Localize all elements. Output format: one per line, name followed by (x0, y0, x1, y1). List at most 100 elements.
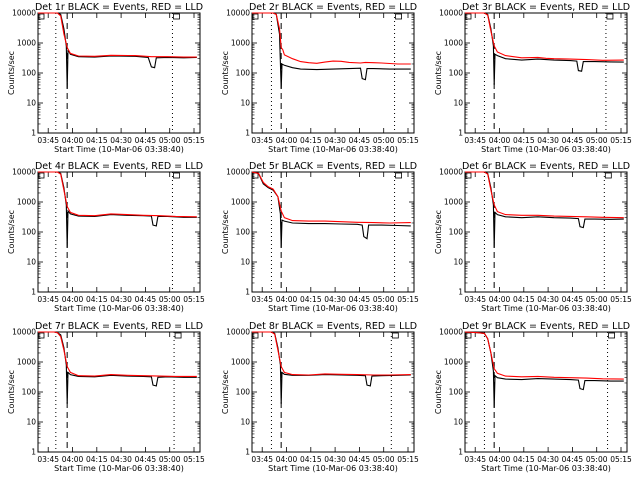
x-tick-label: 04:15 (513, 295, 535, 304)
chart-title: Det 8r BLACK = Events, RED = LLD (249, 321, 417, 332)
chart-title: Det 1r BLACK = Events, RED = LLD (35, 2, 203, 13)
x-axis-label: Start Time (10-Mar-06 03:38:40) (268, 145, 398, 154)
x-tick-label: 03:45 (37, 136, 59, 145)
plot-frame (464, 171, 628, 293)
chart-panel-8: Det 8r BLACK = Events, RED = LLD 1 10 100 10… (221, 321, 419, 473)
x-tick-label: 04:00 (489, 136, 511, 145)
corner-marker-left (38, 172, 45, 179)
corner-marker-left (252, 172, 259, 179)
x-tick-label: 04:30 (324, 136, 346, 145)
x-tick-label: 04:45 (562, 295, 584, 304)
y-tick-label: 1000 (231, 39, 250, 48)
x-tick-label: 04:00 (276, 455, 298, 464)
chart-title: Det 6r BLACK = Events, RED = LLD (462, 161, 630, 172)
y-tick-label: 10 (26, 418, 36, 427)
y-tick-label: 100 (449, 388, 464, 397)
plot-frame (251, 12, 415, 134)
corner-marker-right (604, 172, 612, 179)
series-lld-line (465, 12, 624, 61)
x-tick-label: 05:15 (610, 295, 632, 304)
x-axis-label: Start Time (10-Mar-06 03:38:40) (268, 464, 398, 473)
y-tick-label: 1000 (444, 39, 463, 48)
x-tick-label: 03:45 (37, 455, 59, 464)
plot-frame (37, 171, 201, 293)
y-axis-label: Counts/sec (221, 51, 230, 95)
chart-title: Det 4r BLACK = Events, RED = LLD (35, 161, 203, 172)
x-tick-label: 04:30 (324, 295, 346, 304)
chart-panel-2: Det 2r BLACK = Events, RED = LLD 1 10 100 10… (221, 2, 419, 154)
series-lld-line (38, 331, 197, 377)
series-events-line (465, 171, 624, 248)
y-tick-label: 10000 (439, 168, 463, 177)
y-tick-label: 10000 (12, 328, 36, 337)
y-tick-label: 10000 (226, 328, 250, 337)
y-tick-label: 10 (453, 258, 463, 267)
y-axis-label: Counts/sec (7, 51, 16, 95)
x-tick-label: 04:15 (300, 136, 322, 145)
y-axis-label: Counts/sec (434, 51, 443, 95)
y-tick-label: 10000 (12, 9, 36, 18)
x-tick-label: 04:30 (110, 295, 132, 304)
x-tick-label: 03:45 (37, 295, 59, 304)
x-tick-label: 04:45 (562, 136, 584, 145)
x-tick-label: 04:45 (135, 455, 157, 464)
series-events-line (38, 171, 197, 248)
series-events-line (252, 12, 411, 89)
y-tick-label: 100 (449, 228, 464, 237)
x-tick-label: 04:45 (135, 136, 157, 145)
chart-title: Det 7r BLACK = Events, RED = LLD (35, 321, 203, 332)
series-events-line (251, 171, 411, 248)
x-tick-label: 04:45 (349, 136, 371, 145)
chart-panel-4: Det 4r BLACK = Events, RED = LLD 1 10 100 10… (7, 161, 205, 313)
y-tick-label: 1000 (444, 198, 463, 207)
x-tick-label: 05:00 (586, 136, 608, 145)
x-tick-label: 05:15 (610, 455, 632, 464)
x-tick-label: 04:30 (537, 455, 559, 464)
corner-marker-right (608, 332, 615, 339)
chart-panel-6: Det 6r BLACK = Events, RED = LLD 1 10 100 10… (434, 161, 632, 313)
chart-panel-3: Det 3r BLACK = Events, RED = LLD 1 10 100 10… (434, 2, 632, 154)
plot-frame (37, 331, 201, 453)
y-tick-label: 10000 (12, 168, 36, 177)
x-tick-label: 04:30 (110, 136, 132, 145)
y-tick-label: 10000 (439, 9, 463, 18)
y-tick-label: 100 (449, 69, 464, 78)
x-tick-label: 04:45 (135, 295, 157, 304)
x-tick-label: 04:30 (110, 455, 132, 464)
chart-title: Det 9r BLACK = Events, RED = LLD (462, 321, 630, 332)
corner-marker-right (173, 172, 180, 179)
x-axis-label: Start Time (10-Mar-06 03:38:40) (481, 304, 611, 313)
x-tick-label: 04:00 (62, 455, 84, 464)
series-lld-line (252, 12, 411, 65)
x-axis-label: Start Time (10-Mar-06 03:38:40) (54, 145, 184, 154)
corner-marker-left (465, 13, 472, 20)
plot-frame (464, 331, 628, 453)
x-tick-label: 05:15 (397, 455, 419, 464)
x-tick-label: 05:15 (183, 136, 205, 145)
x-tick-label: 04:15 (513, 136, 535, 145)
x-tick-label: 05:00 (159, 295, 181, 304)
series-lld-line (251, 171, 411, 224)
y-tick-label: 1000 (17, 39, 36, 48)
corner-marker-left (465, 172, 472, 179)
x-axis-label: Start Time (10-Mar-06 03:38:40) (268, 304, 398, 313)
corner-marker-left (38, 332, 45, 339)
y-tick-label: 1 (245, 129, 250, 138)
x-tick-label: 03:45 (464, 136, 486, 145)
x-tick-label: 04:45 (349, 455, 371, 464)
y-tick-label: 1 (31, 129, 36, 138)
x-tick-label: 05:15 (610, 136, 632, 145)
x-tick-label: 03:45 (464, 295, 486, 304)
y-tick-label: 10 (240, 418, 250, 427)
y-tick-label: 10 (453, 99, 463, 108)
plot-frame (37, 12, 201, 134)
x-tick-label: 05:00 (159, 455, 181, 464)
y-tick-label: 10 (26, 258, 36, 267)
y-axis-label: Counts/sec (221, 370, 230, 414)
x-axis-label: Start Time (10-Mar-06 03:38:40) (54, 464, 184, 473)
y-tick-label: 10 (240, 258, 250, 267)
series-lld-line (252, 331, 411, 376)
x-tick-label: 04:00 (276, 136, 298, 145)
y-tick-label: 100 (22, 69, 37, 78)
y-tick-label: 10 (453, 418, 463, 427)
